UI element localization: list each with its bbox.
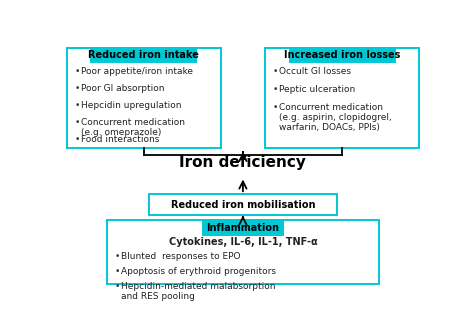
Text: Concurrent medication: Concurrent medication — [81, 118, 184, 126]
Text: Concurrent medication: Concurrent medication — [279, 103, 383, 111]
Text: warfarin, DOACs, PPIs): warfarin, DOACs, PPIs) — [279, 123, 380, 132]
Text: Blunted  responses to EPO: Blunted responses to EPO — [121, 252, 240, 261]
Text: (e.g. omeprazole): (e.g. omeprazole) — [81, 128, 161, 136]
FancyBboxPatch shape — [91, 48, 196, 62]
Text: •: • — [75, 67, 80, 75]
Text: Iron deficiency: Iron deficiency — [180, 155, 306, 170]
FancyBboxPatch shape — [202, 220, 283, 235]
Text: Cytokines, IL-6, IL-1, TNF-α: Cytokines, IL-6, IL-1, TNF-α — [169, 238, 317, 247]
Text: Food interactions: Food interactions — [81, 135, 159, 144]
Text: •: • — [273, 103, 278, 111]
Text: •: • — [273, 84, 278, 94]
Text: Increased iron losses: Increased iron losses — [284, 50, 401, 60]
FancyBboxPatch shape — [66, 48, 221, 148]
Text: •: • — [75, 84, 80, 93]
Text: (e.g. aspirin, clopidogrel,: (e.g. aspirin, clopidogrel, — [279, 112, 392, 122]
Text: Reduced iron intake: Reduced iron intake — [88, 50, 199, 60]
Text: Poor GI absorption: Poor GI absorption — [81, 84, 164, 93]
Text: and RES pooling: and RES pooling — [121, 292, 195, 301]
Text: •: • — [75, 135, 80, 144]
FancyBboxPatch shape — [149, 194, 337, 215]
Text: Apoptosis of erythroid progenitors: Apoptosis of erythroid progenitors — [121, 267, 276, 276]
Text: •: • — [273, 67, 278, 75]
Text: Occult GI losses: Occult GI losses — [279, 67, 351, 75]
Text: Poor appetite/iron intake: Poor appetite/iron intake — [81, 67, 192, 75]
Text: Reduced iron mobilisation: Reduced iron mobilisation — [171, 200, 315, 210]
Text: •: • — [75, 100, 80, 110]
FancyBboxPatch shape — [107, 220, 379, 284]
Text: Inflammation: Inflammation — [206, 223, 280, 233]
FancyBboxPatch shape — [290, 48, 394, 62]
Text: •: • — [115, 282, 120, 291]
Text: •: • — [75, 118, 80, 126]
Text: •: • — [115, 267, 120, 276]
Text: •: • — [115, 252, 120, 261]
FancyBboxPatch shape — [265, 48, 419, 148]
Text: Hepcidin upregulation: Hepcidin upregulation — [81, 100, 181, 110]
Text: Peptic ulceration: Peptic ulceration — [279, 84, 355, 94]
Text: Hepcidin-mediated malabsorption: Hepcidin-mediated malabsorption — [121, 282, 275, 291]
